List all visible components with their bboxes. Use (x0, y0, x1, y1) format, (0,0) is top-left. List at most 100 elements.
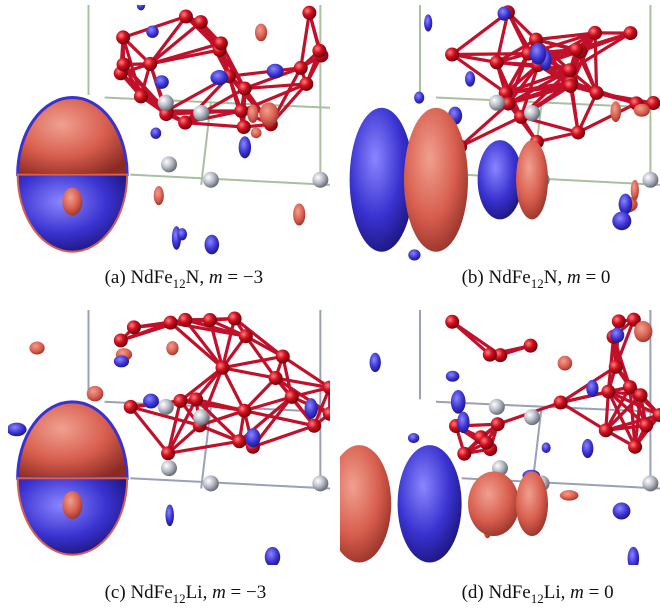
orbital-blob (634, 321, 652, 342)
orbital-blob (446, 371, 460, 382)
fe-atom (524, 339, 538, 353)
orbital-blob (146, 25, 159, 37)
bond (561, 403, 606, 431)
caption-label: (b) (462, 267, 484, 288)
orbital-lobe (404, 108, 468, 252)
fe-atom (299, 77, 313, 91)
fe-atom (563, 63, 577, 77)
orbital-blob (62, 491, 82, 519)
orbital-blob (87, 386, 104, 401)
orbital-blob (610, 328, 624, 343)
fe-atom (445, 47, 459, 61)
fe-atom (588, 26, 602, 40)
fe-atom (599, 423, 613, 437)
fe-atom (178, 116, 192, 130)
fe-atom (269, 371, 283, 385)
fe-atom (215, 361, 229, 375)
frame-line (130, 175, 330, 185)
fe-atom (323, 407, 337, 421)
orbital-blob (246, 428, 261, 447)
fe-atom (189, 392, 203, 406)
formula: NdFe (130, 267, 172, 288)
fe-atom (571, 125, 585, 139)
fe-atom (639, 418, 653, 432)
orbital-blob (370, 353, 381, 372)
orbital-blob (465, 71, 475, 87)
orbital-blob (114, 355, 129, 367)
orbital-blob (154, 75, 168, 89)
fe-atom (276, 349, 290, 363)
fe-atom (228, 312, 242, 326)
element: Li (544, 582, 561, 603)
bond (185, 123, 244, 127)
fe-atom (294, 61, 308, 75)
orbital-blob (610, 101, 621, 122)
gray-atom (203, 475, 219, 491)
fe-atom (178, 313, 192, 327)
orbital-lobe (516, 472, 548, 537)
orbital-blob (628, 547, 640, 570)
orbital-top (18, 98, 127, 175)
orbital-blob (265, 547, 280, 567)
gray-atom (524, 409, 540, 425)
gray-atom (489, 95, 505, 111)
orbital-blob (259, 102, 278, 126)
orbital-blob (204, 235, 219, 255)
orbital-blob (166, 341, 178, 355)
orbital-blob (154, 186, 164, 205)
orbital-blob (634, 104, 650, 117)
gray-atom (158, 95, 174, 111)
frame-line (130, 478, 330, 488)
fe-atom (490, 55, 504, 69)
fe-atom (623, 26, 637, 40)
orbital-lobe (327, 445, 391, 562)
fe-atom (127, 320, 141, 334)
fe-atom (479, 436, 493, 450)
element: N (186, 267, 200, 288)
orbital-blob (251, 128, 262, 139)
orbital-blob (177, 228, 187, 240)
fe-atom (143, 57, 157, 71)
math-value: = −3 (226, 582, 266, 603)
orbital-blob (451, 390, 466, 414)
orbital-blob (498, 6, 511, 20)
orbital-blob (582, 439, 594, 458)
gray-atom (489, 399, 505, 415)
bond (452, 54, 528, 55)
fe-atom (307, 419, 321, 433)
fe-atom (232, 434, 246, 448)
orbital-blob (424, 14, 432, 31)
fe-atom (194, 15, 208, 29)
orbital-blob (150, 127, 161, 138)
orbital-blob (631, 180, 639, 201)
fe-atom (612, 314, 626, 328)
caption: (b) NdFe12N, m = 0 (462, 267, 611, 291)
math-value: = 0 (584, 582, 614, 603)
space: , (561, 582, 571, 603)
subscript: 12 (531, 591, 544, 606)
orbital-blob (612, 212, 631, 231)
element: N (544, 267, 558, 288)
orbital-lobe (516, 140, 548, 219)
orbital-blob (408, 249, 420, 260)
orbital-blob (408, 433, 419, 443)
orbital-blob (619, 194, 633, 215)
orbital-blob (414, 92, 424, 104)
gray-atom (158, 399, 174, 415)
space: , (203, 582, 213, 603)
panel-image (327, 310, 660, 570)
bond (452, 322, 490, 355)
bond (222, 368, 244, 411)
orbital-blob (457, 412, 469, 434)
math-variable: m (570, 582, 584, 603)
caption-label: (d) (462, 582, 484, 603)
panel-image (350, 5, 660, 261)
figure: (a) NdFe12N, m = −3(b) NdFe12N, m = 0(c)… (0, 0, 660, 610)
caption-label: (c) (105, 582, 126, 603)
fe-atom (117, 57, 131, 71)
orbital-blob (7, 423, 27, 437)
fe-atom (601, 385, 615, 399)
subscript: 12 (173, 591, 186, 606)
caption: (d) NdFe12Li, m = 0 (462, 582, 614, 606)
fe-atom (285, 390, 299, 404)
